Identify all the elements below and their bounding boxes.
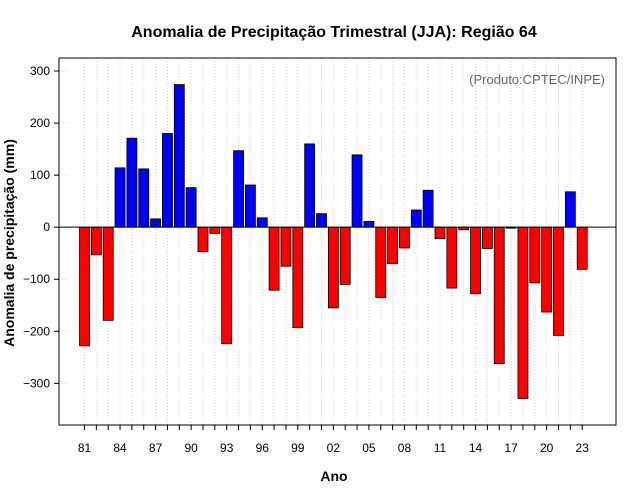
x-tick-label: 81 [78,441,92,455]
bar-1985 [126,137,138,228]
bar-1983 [102,226,114,321]
bar-1998 [280,226,292,267]
y-tick-label: 200 [30,116,50,130]
chart-title: Anomalia de Precipitação Trimestral (JJA… [131,24,537,41]
y-tick-label: −200 [23,324,50,338]
plot-frame [58,57,617,426]
bar-2023 [576,226,588,270]
bar-1982 [90,226,102,256]
x-tick-label: 93 [220,441,234,455]
bar-2011 [434,226,446,240]
bar-1991 [197,226,209,253]
bar-1987 [150,218,162,228]
bar-2004 [351,154,363,228]
y-tick-label: −100 [23,272,50,286]
bar-2019 [529,226,541,284]
bar-2005 [363,221,375,228]
bar-2006 [375,226,387,298]
bar-2018 [517,226,529,399]
x-tick-label: 96 [256,441,270,455]
x-tick-label: 17 [504,441,518,455]
y-tick-label: 100 [30,168,50,182]
y-tick-label: 300 [30,64,50,78]
x-tick-label: 23 [576,441,590,455]
bar-1988 [162,133,173,228]
bar-1989 [173,84,185,228]
bar-2015 [481,226,493,249]
y-tick-label: −300 [23,376,50,390]
bar-1981 [79,226,90,347]
x-axis-label: Ano [320,468,347,484]
y-axis-label: Anomalia de precipitação (mm) [1,139,17,347]
x-axis: 81 84 87 90 93 96 99 02 05 08 11 14 17 20 23 [78,425,589,455]
x-tick-label: 84 [113,441,127,455]
bar-2016 [493,226,505,364]
bar-1993 [221,226,233,345]
x-tick-label: 87 [149,441,163,455]
x-tick-label: 08 [398,441,412,455]
bars [79,84,588,399]
bar-1992 [209,226,221,234]
bar-1994 [233,150,244,228]
bar-2002 [327,226,339,309]
bar-2007 [387,226,399,265]
bar-1995 [244,184,256,228]
bar-1984 [114,167,126,228]
bar-2022 [564,191,576,228]
x-tick-label: 14 [469,441,483,455]
bar-2014 [470,226,481,295]
x-tick-label: 90 [184,441,198,455]
x-tick-label: 02 [327,441,341,455]
bar-2012 [446,226,458,289]
bar-1990 [185,187,197,228]
bar-1986 [138,168,150,228]
bar-2001 [316,213,327,228]
bar-2010 [422,189,434,228]
x-tick-label: 05 [362,441,376,455]
bar-2008 [399,226,410,249]
bar-2020 [541,226,553,313]
credit-text: (Produto:CPTEC/INPE) [469,72,605,87]
bar-2003 [339,226,351,285]
bar-2000 [304,143,316,228]
bar-1996 [256,217,268,228]
bar-2021 [553,226,564,336]
x-tick-label: 11 [434,441,447,455]
bar-1997 [268,226,280,291]
y-tick-label: 0 [43,220,50,234]
bar-1999 [292,226,304,329]
y-axis: −300 −200 −100 0 100 200 300 [23,64,59,390]
x-tick-label: 20 [540,441,554,455]
x-tick-label: 99 [291,441,305,455]
bar-2009 [410,209,422,228]
